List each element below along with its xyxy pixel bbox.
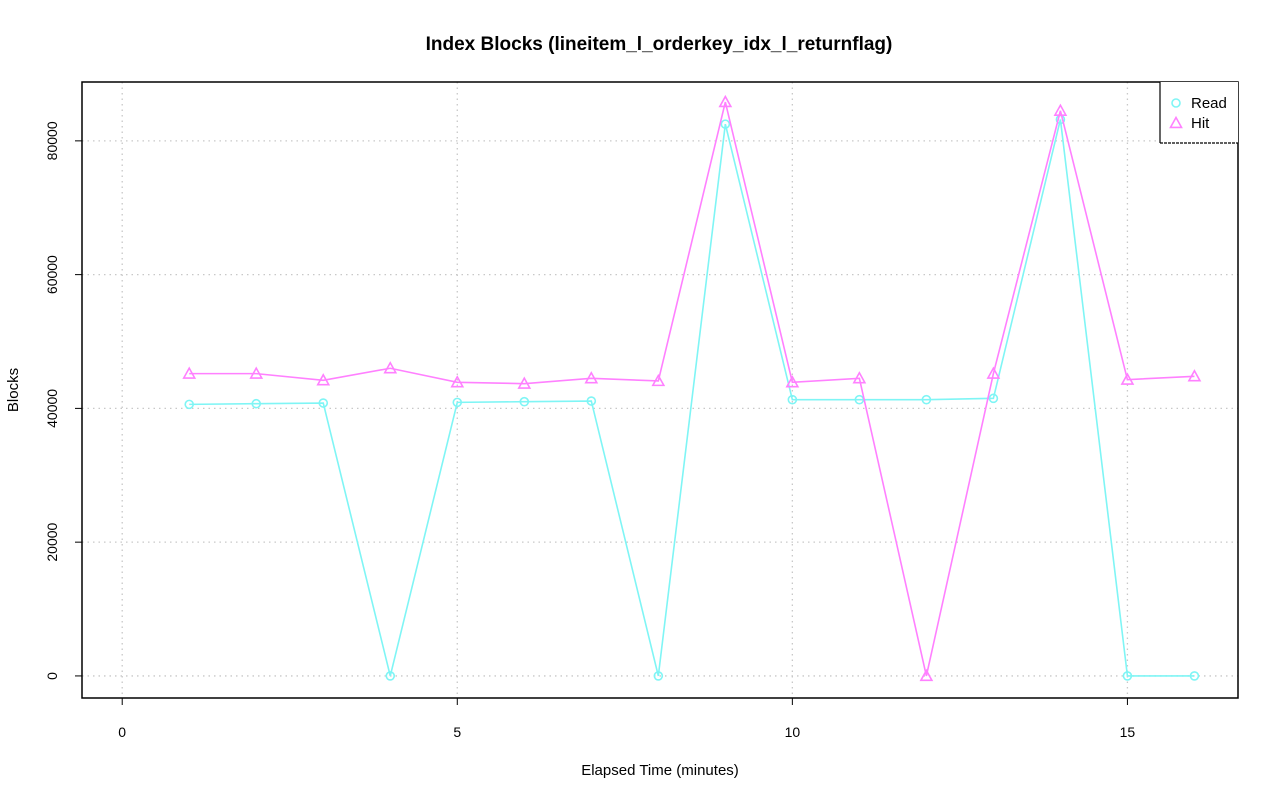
- data-point-hit: [852, 371, 867, 384]
- y-tick-label: 20000: [44, 522, 60, 561]
- data-point-hit: [986, 366, 1001, 379]
- y-axis-label: Blocks: [5, 368, 22, 412]
- series-hit: [182, 94, 1202, 682]
- y-tick-label: 60000: [44, 255, 60, 294]
- data-point-hit: [182, 366, 197, 379]
- data-point-read: [519, 396, 530, 407]
- data-point-read: [452, 397, 463, 408]
- data-point-hit: [316, 373, 331, 386]
- data-point-read: [921, 394, 932, 405]
- data-point-hit: [718, 94, 733, 108]
- data-point-hit: [785, 375, 800, 388]
- grid: [82, 82, 1238, 698]
- data-point-read: [988, 393, 999, 404]
- y-axis: 0 20000 40000 60000 80000: [44, 121, 82, 680]
- legend-marker-hit: [1169, 115, 1183, 129]
- data-point-hit: [919, 668, 934, 682]
- data-point-hit: [517, 376, 532, 389]
- data-point-read: [787, 394, 798, 405]
- chart-title: Index Blocks (lineitem_l_orderkey_idx_l_…: [426, 34, 893, 55]
- x-tick-label: 15: [1120, 724, 1136, 740]
- data-point-read: [184, 399, 195, 410]
- data-point-read: [318, 398, 329, 408]
- series-line-hit: [189, 101, 1195, 677]
- data-point-read: [586, 396, 597, 406]
- x-tick-label: 5: [453, 724, 461, 740]
- y-tick-label: 0: [44, 672, 60, 680]
- data-point-hit: [651, 373, 666, 387]
- series-read: [184, 114, 1200, 681]
- plot-frame: [81, 81, 1239, 699]
- data-point-hit: [249, 366, 264, 379]
- x-tick-label: 0: [118, 724, 126, 740]
- legend-marker-read: [1171, 98, 1181, 108]
- data-point-read: [1122, 671, 1133, 681]
- data-point-hit: [450, 375, 465, 388]
- data-point-hit: [1053, 103, 1068, 116]
- data-point-read: [720, 119, 731, 129]
- legend: Read Hit: [1159, 82, 1238, 144]
- data-point-read: [1189, 671, 1200, 681]
- data-point-hit: [584, 371, 599, 384]
- data-point-hit: [383, 361, 398, 374]
- y-tick-label: 80000: [44, 121, 60, 160]
- y-tick-label: 40000: [44, 389, 60, 428]
- data-point-hit: [1120, 372, 1135, 385]
- x-axis: 0 5 10 15: [118, 698, 1135, 740]
- data-point-read: [653, 671, 664, 681]
- legend-label-read: Read: [1191, 95, 1227, 112]
- series-layer: [182, 94, 1202, 682]
- x-tick-label: 10: [785, 724, 801, 740]
- data-point-read: [385, 671, 396, 681]
- data-point-read: [251, 398, 262, 409]
- series-line-read: [189, 119, 1195, 677]
- x-axis-label: Elapsed Time (minutes): [581, 762, 739, 779]
- legend-box: [1160, 82, 1238, 143]
- data-point-hit: [1187, 369, 1202, 382]
- legend-label-hit: Hit: [1191, 115, 1210, 132]
